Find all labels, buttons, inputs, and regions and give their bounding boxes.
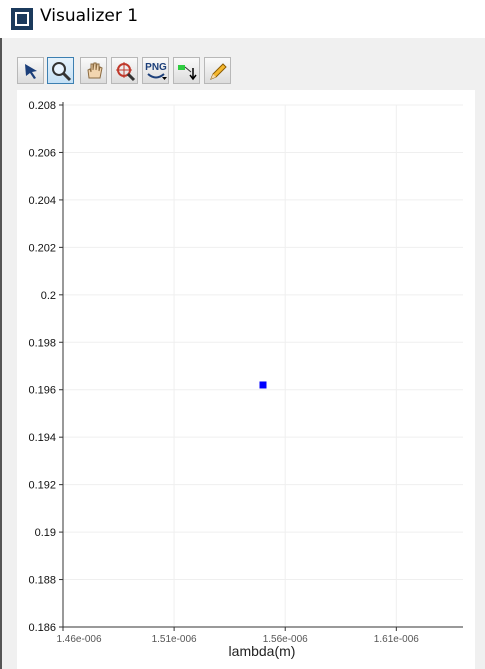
y-tick-label: 0.19 xyxy=(35,527,56,539)
y-tick-label: 0.208 xyxy=(28,100,56,112)
y-tick-label: 0.204 xyxy=(28,195,56,207)
plot-background xyxy=(17,90,475,669)
y-tick-label: 0.196 xyxy=(28,385,56,397)
y-tick-label: 0.198 xyxy=(28,337,56,349)
window-edge xyxy=(0,38,2,669)
title-bar: Visualizer 1 xyxy=(0,0,485,38)
y-tick-label: 0.192 xyxy=(28,480,56,492)
x-tick-label: 1.46e-006 xyxy=(56,634,101,645)
y-tick-label: 0.202 xyxy=(28,242,56,254)
y-tick-label: 0.186 xyxy=(28,622,56,634)
png-button[interactable]: PNG xyxy=(142,57,169,84)
edit-button[interactable] xyxy=(204,57,231,84)
x-axis-label: lambda(m) xyxy=(229,643,296,659)
export-button[interactable] xyxy=(173,57,200,84)
plot-area: lambda(m) 0.186 0.188 0.19 0.192 0.194 0.196 0… xyxy=(17,90,475,669)
y-tick-label: 0.188 xyxy=(28,575,56,587)
x-tick-label: 1.51e-006 xyxy=(152,634,197,645)
select-button[interactable] xyxy=(17,57,44,84)
y-tick-label: 0.2 xyxy=(41,290,56,302)
window-icon xyxy=(11,8,33,30)
x-tick-label: 1.56e-006 xyxy=(263,634,308,645)
y-tick-label: 0.206 xyxy=(28,147,56,159)
pan-button[interactable] xyxy=(80,57,107,84)
y-tick-label: 0.194 xyxy=(28,432,56,444)
png-label: PNG xyxy=(145,62,167,73)
data-point xyxy=(259,381,267,389)
x-tick-label: 1.61e-006 xyxy=(374,634,419,645)
zoom-button[interactable] xyxy=(47,57,74,84)
window-title: Visualizer 1 xyxy=(40,6,139,26)
zoom-target-button[interactable] xyxy=(111,57,138,84)
